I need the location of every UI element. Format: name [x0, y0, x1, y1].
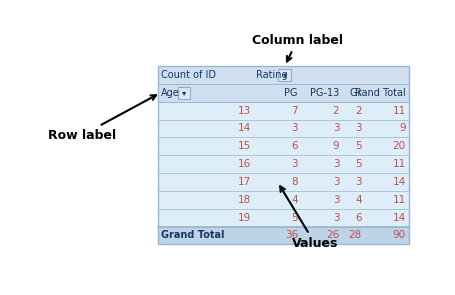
Text: 14: 14 — [392, 177, 405, 187]
Text: 3: 3 — [332, 177, 339, 187]
Text: Grand Total: Grand Total — [349, 88, 405, 98]
Text: 11: 11 — [392, 195, 405, 205]
Bar — [157, 66, 408, 244]
Text: 14: 14 — [392, 213, 405, 223]
Text: 6: 6 — [291, 141, 297, 151]
Text: 3: 3 — [291, 124, 297, 133]
Text: 3: 3 — [332, 159, 339, 169]
Text: 3: 3 — [332, 213, 339, 223]
Text: PG: PG — [284, 88, 297, 98]
Text: 19: 19 — [238, 213, 251, 223]
Text: Values: Values — [279, 186, 338, 250]
Text: 13: 13 — [238, 106, 251, 116]
Text: Count of ID: Count of ID — [160, 70, 215, 80]
Text: Rating: Rating — [256, 70, 287, 80]
Text: 14: 14 — [238, 124, 251, 133]
Bar — [178, 86, 189, 99]
Text: 20: 20 — [392, 141, 405, 151]
Bar — [278, 68, 291, 81]
Text: 11: 11 — [392, 106, 405, 116]
Text: 11: 11 — [392, 159, 405, 169]
Text: Column label: Column label — [251, 34, 342, 61]
Text: 8: 8 — [291, 177, 297, 187]
Text: 5: 5 — [291, 213, 297, 223]
Text: 28: 28 — [348, 230, 361, 240]
Text: 3: 3 — [332, 124, 339, 133]
Text: 3: 3 — [354, 177, 361, 187]
Text: 36: 36 — [284, 230, 297, 240]
Text: Row label: Row label — [48, 95, 156, 142]
Text: 7: 7 — [291, 106, 297, 116]
Text: 6: 6 — [354, 213, 361, 223]
Text: 17: 17 — [238, 177, 251, 187]
Text: 3: 3 — [354, 124, 361, 133]
Text: 3: 3 — [332, 195, 339, 205]
Text: Age: Age — [160, 88, 179, 98]
Text: 9: 9 — [398, 124, 405, 133]
Bar — [278, 68, 291, 81]
Bar — [157, 66, 408, 244]
Text: ▾: ▾ — [182, 88, 186, 97]
Text: 4: 4 — [354, 195, 361, 205]
Bar — [157, 66, 408, 102]
Text: R: R — [354, 88, 361, 98]
Text: 2: 2 — [354, 106, 361, 116]
Text: 2: 2 — [332, 106, 339, 116]
Text: 15: 15 — [238, 141, 251, 151]
Text: 4: 4 — [291, 195, 297, 205]
Text: Grand Total: Grand Total — [160, 230, 223, 240]
Text: ▾: ▾ — [282, 71, 286, 79]
Text: 9: 9 — [332, 141, 339, 151]
Text: 5: 5 — [354, 141, 361, 151]
Text: 5: 5 — [354, 159, 361, 169]
Bar — [157, 227, 408, 244]
Text: 3: 3 — [291, 159, 297, 169]
Text: 90: 90 — [392, 230, 405, 240]
Text: 26: 26 — [325, 230, 339, 240]
Text: PG-13: PG-13 — [309, 88, 339, 98]
Text: 18: 18 — [238, 195, 251, 205]
Bar — [178, 86, 189, 99]
Text: 16: 16 — [238, 159, 251, 169]
